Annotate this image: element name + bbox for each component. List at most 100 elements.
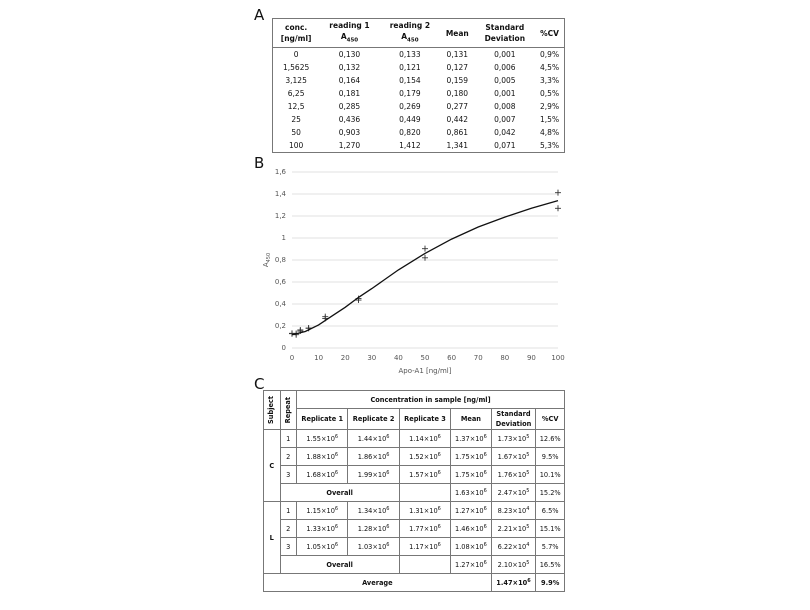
value-cell: 1.34×106 (347, 501, 400, 520)
panel-label: A (254, 6, 265, 24)
mantissa: 1.88×10 (306, 453, 335, 462)
mantissa: 2.21×10 (497, 525, 527, 534)
exponent: 5 (526, 451, 530, 458)
value-cell: 2.21×105 (490, 519, 537, 538)
value-cell: 1.05×106 (296, 537, 349, 556)
value-cell: 1.67×105 (490, 447, 537, 466)
value-cell: 1.77×106 (398, 519, 452, 538)
table-cell: 0,132 (338, 63, 361, 72)
exponent: 6 (437, 523, 441, 530)
exponent: 5 (526, 487, 530, 494)
header-text: Deviation (495, 420, 532, 428)
header-text: conc. (285, 23, 308, 32)
value-cell: 1.46×106 (450, 519, 492, 538)
exponent: 6 (527, 577, 531, 584)
value-cell: 1.75×106 (450, 465, 492, 484)
table-cell: 0,001 (494, 89, 516, 98)
repeat-cell: 3 (279, 537, 298, 556)
table-cell: 50 (291, 128, 301, 137)
panel-label: C (254, 375, 265, 393)
header-row: Subject Repeat Concentration in sample [ng… (263, 390, 565, 430)
header-row: Replicate 1 Replicate 2 Replicate 3 Mean Sta… (264, 408, 565, 430)
header-text: A (401, 31, 408, 41)
x-tick-label: 80 (500, 354, 509, 362)
header-text: [ng/ml] (280, 34, 312, 43)
table-cell: 0,181 (338, 89, 361, 98)
exponent: 6 (483, 559, 487, 566)
x-tick-label: 60 (447, 354, 456, 362)
mantissa: 1.03×10 (357, 543, 387, 552)
header-text: Subject (267, 396, 275, 424)
table-row: 50 0,903 0,820 0,861 0,042 4,8% (273, 126, 565, 139)
x-tick-label: 30 (367, 354, 376, 362)
repeat-cell: 1 (279, 501, 298, 520)
header-cell: Repeat (279, 390, 298, 430)
table-cell: 1,270 (338, 141, 361, 150)
y-tick-label: 1,4 (275, 190, 287, 198)
header-cell: Replicate 3 (398, 408, 452, 430)
value-cell: 1.27×106 (450, 555, 492, 574)
y-tick-label: 0,4 (275, 300, 287, 308)
header-text: Replicate 3 (404, 415, 446, 423)
exponent: 6 (437, 451, 441, 458)
table-cell: 0,042 (494, 128, 516, 137)
table-cell: 0,9% (540, 50, 560, 59)
table-row: 1,5625 0,132 0,121 0,127 0,006 4,5% (273, 61, 565, 74)
value-cell: 1.37×106 (450, 429, 492, 448)
exponent: 5 (526, 469, 530, 476)
table-cell: 0,071 (494, 141, 516, 150)
mantissa: 1.75×10 (455, 453, 484, 462)
value-cell: 1.33×106 (296, 519, 349, 538)
value-cell: 1.47×106 (490, 573, 537, 592)
repeat-cell: 2 (279, 519, 298, 538)
value-cell: 1.73×105 (490, 429, 537, 448)
header-text: Replicate 2 (352, 415, 395, 423)
y-tick-label: 1,6 (275, 168, 287, 176)
cv-cell: 6.5% (535, 501, 565, 520)
table-row: 2 1.33×106 1.28×106 1.77×106 1.46×106 2.21×10… (264, 519, 565, 538)
table-cell: 6,25 (287, 89, 305, 98)
table-cell: 0,154 (399, 76, 421, 85)
table-cell: 0,820 (399, 128, 421, 137)
table-cell: 0,127 (446, 63, 469, 72)
exponent: 4 (526, 505, 530, 512)
mantissa: 2.10×10 (497, 561, 527, 570)
header-cell: Subject (263, 390, 281, 430)
value-cell: 1.55×106 (296, 429, 349, 448)
value-cell: 1.76×105 (490, 465, 537, 484)
mantissa: 1.37×10 (455, 435, 484, 444)
table-row: C 1 1.55×106 1.44×106 1.14×106 1.37×106 1.73×1… (263, 429, 565, 502)
exponent: 6 (334, 451, 339, 458)
value-cell: 1.28×106 (347, 519, 400, 538)
x-tick-label: 10 (314, 354, 323, 362)
cv-cell: 10.1% (535, 465, 565, 484)
table-row: 100 1,270 1,412 1,341 0,071 5,3% (273, 139, 565, 153)
header-cell: Replicate 2 (347, 408, 400, 430)
table-row: 12,5 0,285 0,269 0,277 0,008 2,9% (273, 100, 565, 113)
empty-cell (398, 555, 452, 574)
header-cell: Concentration in sample [ng/ml] (296, 390, 565, 409)
mantissa: 1.52×10 (409, 453, 438, 462)
mantissa: 1.17×10 (409, 543, 438, 552)
table-row: 0 0,130 0,133 0,131 0,001 0,9% (273, 48, 565, 62)
average-row: Average 1.47×106 9.9% (263, 573, 565, 592)
header-text: Standard (496, 410, 531, 418)
value-cell: 1.86×106 (347, 447, 400, 466)
header-text: Mean (445, 28, 469, 38)
exponent: 6 (334, 505, 339, 512)
mantissa: 1.28×10 (357, 525, 387, 534)
table-cell: 0,164 (338, 76, 361, 85)
y-tick-label: 1,2 (275, 212, 286, 220)
table-cell: 0,008 (494, 102, 516, 111)
value-cell: 1.52×106 (398, 447, 452, 466)
table-cell: 3,125 (285, 76, 307, 85)
cv-cell: 15.2% (535, 483, 565, 502)
x-axis-label: Apo-A1 [ng/ml] (399, 367, 452, 375)
overall-row: Overall 1.27×106 2.10×105 16.5% (264, 555, 565, 574)
table-cell: 0,285 (338, 102, 361, 111)
mantissa: 1.27×10 (455, 507, 484, 516)
mantissa: 1.73×10 (497, 435, 527, 444)
mantissa: 1.08×10 (455, 543, 484, 552)
table-cell: 3,3% (540, 76, 560, 85)
